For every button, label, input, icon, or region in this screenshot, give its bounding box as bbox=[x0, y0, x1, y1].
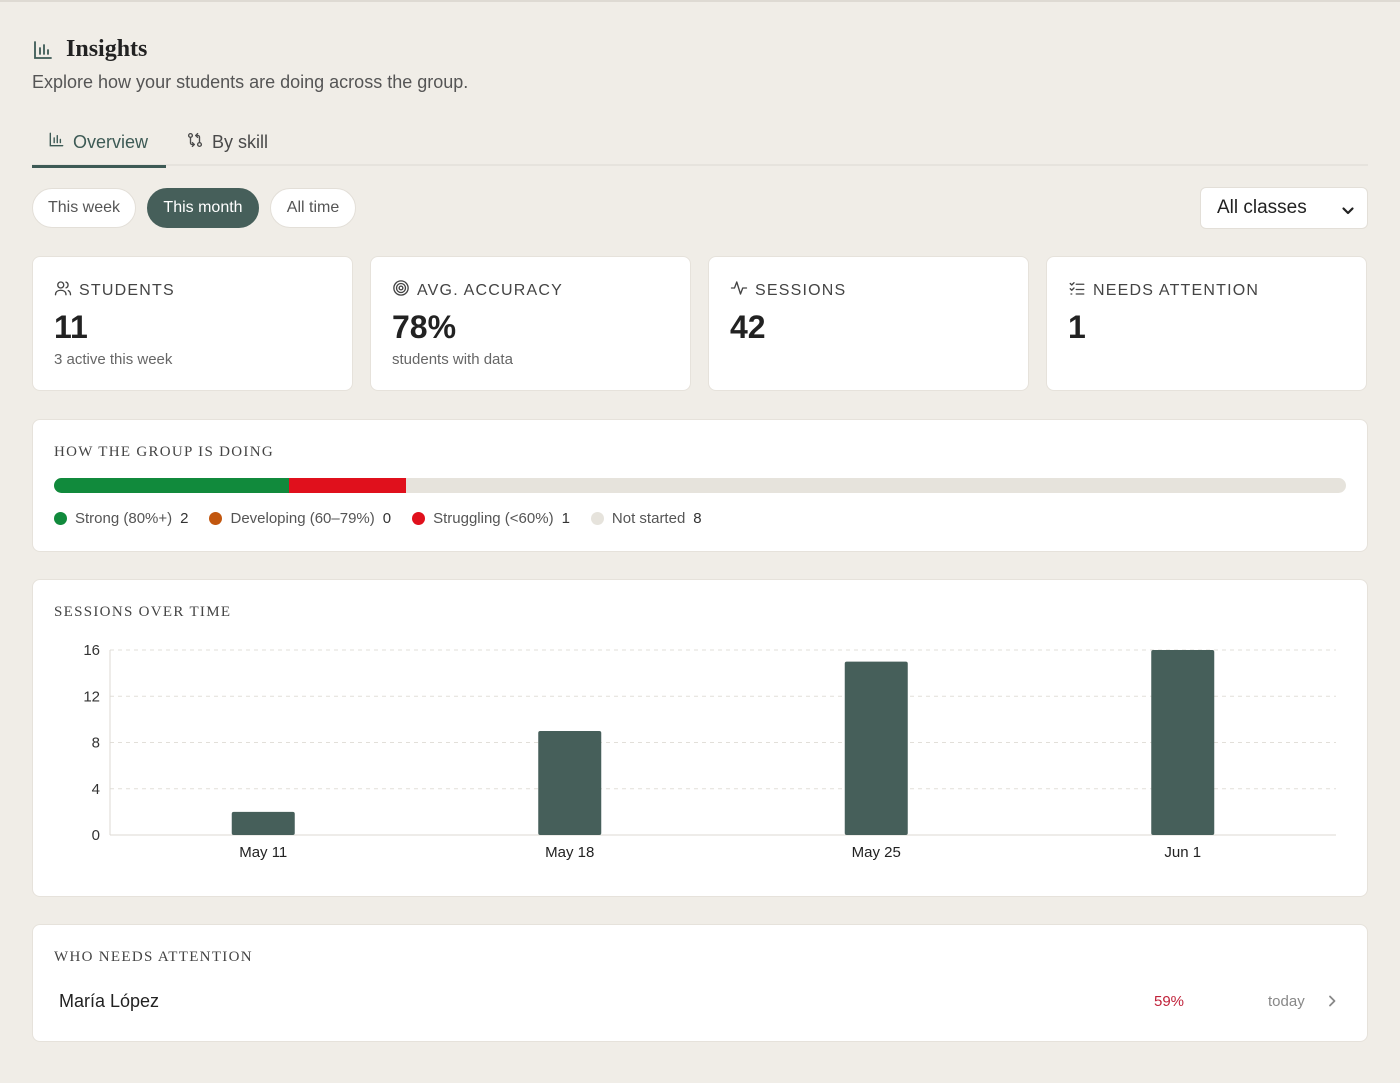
legend-dot bbox=[54, 512, 67, 525]
chart-bar bbox=[1151, 650, 1215, 835]
page-header: Insights bbox=[32, 36, 147, 63]
tab-label: By skill bbox=[212, 131, 269, 152]
y-tick-label: 16 bbox=[83, 642, 100, 659]
bar-chart-icon bbox=[32, 39, 54, 61]
stat-sub: students with data bbox=[392, 351, 513, 368]
legend-count: 2 bbox=[180, 510, 189, 527]
attention-card: WHO NEEDS ATTENTION María López 59% toda… bbox=[32, 924, 1368, 1042]
student-accuracy: 59% bbox=[1154, 993, 1185, 1010]
progress-segment bbox=[54, 478, 289, 493]
filter-all-time[interactable]: All time bbox=[270, 188, 356, 228]
stat-sub: 3 active this week bbox=[54, 351, 173, 368]
legend-label: Not started bbox=[611, 510, 686, 527]
legend-dot bbox=[209, 512, 223, 525]
tab-overview[interactable]: Overview bbox=[32, 118, 166, 168]
pill-label: This month bbox=[163, 199, 243, 216]
stat-label: NEEDS ATTENTION bbox=[1068, 279, 1259, 302]
section-title: WHO NEEDS ATTENTION bbox=[54, 949, 253, 965]
x-tick-label: Jun 1 bbox=[1164, 844, 1201, 861]
legend-label: Struggling (<60%) bbox=[433, 510, 554, 527]
filter-this-month[interactable]: This month bbox=[147, 188, 259, 228]
stat-label-text: NEEDS ATTENTION bbox=[1093, 281, 1260, 299]
stat-value: 78% bbox=[392, 309, 457, 345]
legend-dot bbox=[590, 512, 604, 525]
filter-this-week[interactable]: This week bbox=[32, 188, 136, 228]
stat-value: 42 bbox=[730, 309, 766, 345]
stat-label-text: SESSIONS bbox=[755, 281, 847, 299]
legend-label: Strong (80%+) bbox=[75, 510, 173, 527]
pill-label: All time bbox=[286, 199, 340, 216]
class-select-value: All classes bbox=[1217, 197, 1307, 218]
stat-label: AVG. ACCURACY bbox=[392, 279, 563, 302]
student-name: María López bbox=[59, 991, 160, 1011]
y-tick-label: 8 bbox=[92, 735, 100, 752]
bar-chart-icon bbox=[48, 131, 65, 153]
legend-item: Strong (80%+) 2 bbox=[54, 510, 188, 527]
legend-item: Not started 8 bbox=[590, 510, 702, 527]
users-icon bbox=[54, 279, 72, 302]
class-select[interactable]: All classes bbox=[1200, 187, 1368, 229]
stat-card-students: STUDENTS 11 3 active this week bbox=[32, 256, 353, 391]
stat-card-needs-attention: NEEDS ATTENTION 1 bbox=[1046, 256, 1367, 391]
group-status-card: HOW THE GROUP IS DOING Strong (80%+) 2 Dev… bbox=[32, 419, 1368, 552]
view-tabs: Overview By skill bbox=[32, 118, 1368, 168]
progress-segment bbox=[288, 478, 407, 493]
group-legend: Strong (80%+) 2 Developing (60–79%) 0 Strugg… bbox=[54, 510, 723, 527]
sessions-bar-chart: 0 4 8 12 16 May 11 May 18 May 25 Jun 1 bbox=[83, 642, 1336, 861]
target-icon bbox=[392, 279, 410, 302]
student-last-active: today bbox=[1268, 993, 1305, 1010]
tab-label: Overview bbox=[73, 131, 149, 152]
x-tick-label: May 11 bbox=[239, 844, 287, 861]
y-tick-label: 12 bbox=[83, 688, 100, 705]
section-title: SESSIONS OVER TIME bbox=[54, 604, 232, 620]
stat-label: STUDENTS bbox=[54, 279, 175, 302]
x-tick-label: May 18 bbox=[545, 844, 594, 861]
legend-count: 1 bbox=[561, 510, 570, 527]
section-title: HOW THE GROUP IS DOING bbox=[54, 444, 274, 460]
pill-label: This week bbox=[47, 199, 121, 216]
chevron-down-icon bbox=[1341, 202, 1355, 224]
legend-count: 8 bbox=[693, 510, 702, 527]
tab-by-skill[interactable]: By skill bbox=[186, 118, 268, 166]
git-compare-icon bbox=[186, 131, 204, 154]
sessions-chart-card: SESSIONS OVER TIME 0 4 8 12 16 May 11 May 18 Ma… bbox=[32, 579, 1368, 897]
chevron-right-icon bbox=[1325, 994, 1339, 1013]
chart-bar bbox=[538, 730, 602, 835]
stat-card-accuracy: AVG. ACCURACY 78% students with data bbox=[370, 256, 691, 391]
chart-bar bbox=[231, 811, 295, 835]
group-progress-bar bbox=[54, 478, 1346, 493]
chart-bar bbox=[844, 661, 908, 835]
page-subtitle: Explore how your students are doing acro… bbox=[32, 72, 469, 92]
checklist-icon bbox=[1068, 279, 1086, 302]
stat-card-sessions: SESSIONS 42 bbox=[708, 256, 1029, 391]
activity-icon bbox=[730, 279, 748, 302]
y-tick-label: 0 bbox=[92, 827, 100, 844]
legend-item: Struggling (<60%) 1 bbox=[412, 510, 570, 527]
y-tick-label: 4 bbox=[92, 781, 100, 798]
x-tick-label: May 25 bbox=[852, 844, 901, 861]
stat-label: SESSIONS bbox=[730, 279, 846, 302]
stat-label-text: AVG. ACCURACY bbox=[417, 281, 563, 299]
legend-dot bbox=[412, 512, 426, 525]
legend-label: Developing (60–79%) bbox=[230, 510, 375, 527]
legend-item: Developing (60–79%) 0 bbox=[209, 510, 391, 527]
stat-value: 11 bbox=[54, 309, 88, 345]
legend-count: 0 bbox=[382, 510, 392, 527]
stat-label-text: STUDENTS bbox=[79, 281, 175, 299]
top-border bbox=[0, 0, 1400, 2]
page-title: Insights bbox=[66, 36, 148, 62]
stat-value: 1 bbox=[1068, 309, 1086, 345]
